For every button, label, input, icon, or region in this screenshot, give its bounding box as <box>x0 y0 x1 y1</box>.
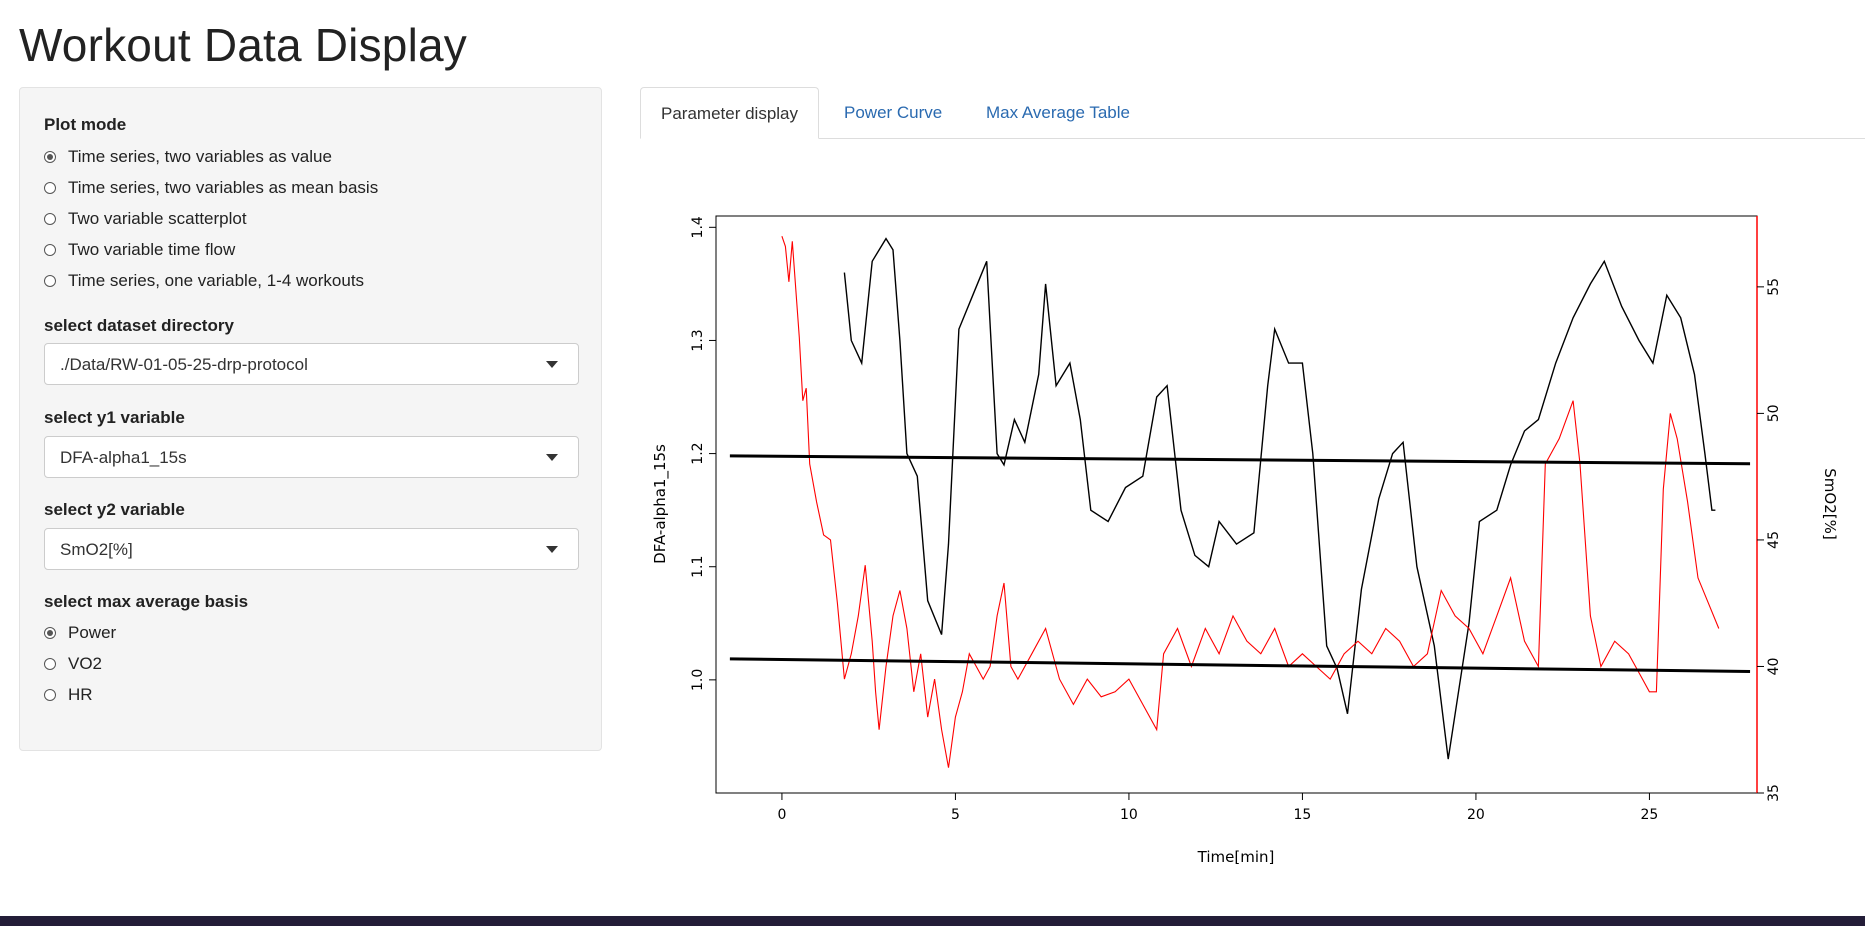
caret-down-icon <box>546 546 558 553</box>
caret-down-icon <box>546 361 558 368</box>
max-average-basis-label: select max average basis <box>44 592 249 611</box>
dataset-directory-value: ./Data/RW-01-05-25-drp-protocol <box>60 355 308 374</box>
radio-checked-icon[interactable] <box>44 151 56 163</box>
max-average-option-vo2[interactable]: VO2 <box>44 653 102 675</box>
window-bottom-border <box>0 916 1865 926</box>
parameter-chart: Time[min] DFA-alpha1_15s SmO2[%] 0 5 10 15 2… <box>651 215 1839 866</box>
y1-variable-label: select y1 variable <box>44 408 185 427</box>
x-tick-label: 10 <box>1120 807 1138 823</box>
x-tick-label: 0 <box>777 807 786 823</box>
dataset-directory-select[interactable]: ./Data/RW-01-05-25-drp-protocol <box>44 343 579 385</box>
radio-unchecked-icon[interactable] <box>44 275 56 287</box>
x-tick-label: 15 <box>1294 807 1312 823</box>
y1-variable-value: DFA-alpha1_15s <box>60 448 187 467</box>
radio-unchecked-icon[interactable] <box>44 213 56 225</box>
radio-option-label: Time series, two variables as value <box>68 147 332 166</box>
plot-mode-option-value[interactable]: Time series, two variables as value <box>44 146 332 168</box>
y2-variable-select[interactable]: SmO2[%] <box>44 528 579 570</box>
radio-option-label: Time series, two variables as mean basis <box>68 178 379 197</box>
radio-option-label: Time series, one variable, 1-4 workouts <box>68 271 365 290</box>
y-left-tick-label: 1.1 <box>690 556 706 578</box>
series-line-smo2 <box>781 236 1720 768</box>
tab-divider <box>640 138 1865 139</box>
max-average-option-power[interactable]: Power <box>44 622 116 644</box>
y-left-tick-label: 1.2 <box>690 442 706 464</box>
plot-mode-label: Plot mode <box>44 115 127 134</box>
x-axis-label: Time[min] <box>1197 848 1275 866</box>
y-right-tick-label: 45 <box>1766 531 1782 549</box>
radio-unchecked-icon[interactable] <box>44 658 56 670</box>
radio-option-label: Power <box>68 623 117 642</box>
series-line-dfa-alpha1 <box>843 237 1716 760</box>
trend-line-smo2 <box>729 657 1751 674</box>
radio-option-label: VO2 <box>68 654 103 673</box>
trend-line-dfa-alpha1 <box>729 454 1751 466</box>
tab-power-curve[interactable]: Power Curve <box>844 103 943 122</box>
plot-mode-option-mean-basis[interactable]: Time series, two variables as mean basis <box>44 177 378 199</box>
caret-down-icon <box>546 454 558 461</box>
x-tick-label: 25 <box>1641 807 1659 823</box>
y-right-tick-label: 50 <box>1766 404 1782 422</box>
y-left-tick-label: 1.4 <box>690 216 706 238</box>
y-right-tick-label: 35 <box>1766 784 1782 802</box>
sidebar-panel: Plot mode Time series, two variables as … <box>19 87 602 751</box>
plot-mode-option-scatterplot[interactable]: Two variable scatterplot <box>44 208 247 230</box>
radio-checked-icon[interactable] <box>44 627 56 639</box>
y2-variable-value: SmO2[%] <box>60 540 133 559</box>
tab-max-average-table[interactable]: Max Average Table <box>986 103 1130 122</box>
max-average-option-hr[interactable]: HR <box>44 684 93 706</box>
y-left-tick-label: 1.0 <box>690 669 706 691</box>
y-right-tick-label: 55 <box>1766 278 1782 296</box>
y2-variable-label: select y2 variable <box>44 500 185 519</box>
radio-unchecked-icon[interactable] <box>44 689 56 701</box>
y-right-tick-label: 40 <box>1766 658 1782 676</box>
y-left-tick-label: 1.3 <box>690 329 706 351</box>
radio-unchecked-icon[interactable] <box>44 244 56 256</box>
tab-parameter-display[interactable]: Parameter display <box>640 87 820 139</box>
dataset-directory-label: select dataset directory <box>44 316 234 335</box>
radio-unchecked-icon[interactable] <box>44 182 56 194</box>
y-right-axis-label: SmO2[%] <box>1821 468 1839 539</box>
y1-variable-select[interactable]: DFA-alpha1_15s <box>44 436 579 478</box>
radio-option-label: Two variable time flow <box>68 240 236 259</box>
tab-bar: Parameter display Power Curve Max Averag… <box>640 87 1865 139</box>
x-tick-label: 20 <box>1467 807 1485 823</box>
y-left-axis-label: DFA-alpha1_15s <box>651 444 670 564</box>
plot-frame <box>715 215 1758 794</box>
radio-option-label: HR <box>68 685 93 704</box>
page-title: Workout Data Display <box>19 19 467 71</box>
radio-option-label: Two variable scatterplot <box>68 209 247 228</box>
x-tick-label: 5 <box>951 807 960 823</box>
plot-mode-option-one-variable[interactable]: Time series, one variable, 1-4 workouts <box>44 270 364 292</box>
plot-mode-option-time-flow[interactable]: Two variable time flow <box>44 239 235 261</box>
